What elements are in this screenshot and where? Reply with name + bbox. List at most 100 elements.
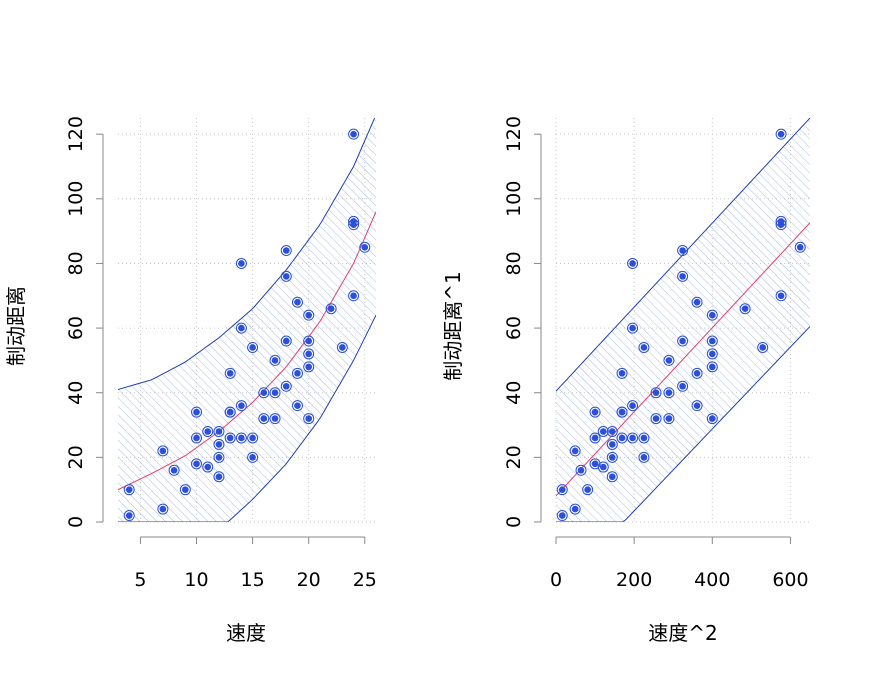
data-point bbox=[224, 406, 236, 418]
band-upper-line-left bbox=[118, 118, 376, 390]
data-point bbox=[191, 406, 203, 418]
data-point bbox=[677, 270, 689, 282]
band-lower-line-right bbox=[556, 326, 810, 522]
y-axis-title-right: 制动距离^1 bbox=[441, 271, 465, 380]
data-point bbox=[303, 348, 315, 360]
x-tick-label: 15 bbox=[241, 569, 265, 591]
x-tick-label: 400 bbox=[694, 569, 730, 591]
data-point bbox=[348, 290, 360, 302]
data-point bbox=[280, 270, 292, 282]
data-point bbox=[280, 245, 292, 257]
x-tick-label: 10 bbox=[184, 569, 208, 591]
data-point bbox=[606, 471, 618, 483]
data-point bbox=[235, 257, 247, 269]
y-tick-label: 100 bbox=[503, 181, 525, 217]
y-tick-label: 120 bbox=[503, 116, 525, 152]
data-point bbox=[556, 510, 568, 522]
data-point bbox=[168, 464, 180, 476]
data-point bbox=[348, 128, 360, 140]
data-point bbox=[706, 361, 718, 373]
x-axis-right: 0 200 400 600 bbox=[550, 536, 809, 591]
data-point bbox=[597, 426, 609, 438]
data-point bbox=[691, 296, 703, 308]
y-tick-label: 0 bbox=[65, 516, 87, 528]
y-axis-title-left: 制动距离 bbox=[4, 286, 28, 366]
data-point bbox=[359, 241, 371, 253]
data-point bbox=[606, 426, 618, 438]
data-point bbox=[569, 503, 581, 515]
panel-left: 5 10 15 20 25 0 20 40 60 80 100 120 速度 制动距离 bbox=[4, 116, 377, 645]
data-point bbox=[739, 303, 751, 315]
x-axis-title-right: 速度^2 bbox=[648, 621, 717, 645]
data-point bbox=[589, 406, 601, 418]
data-point bbox=[224, 432, 236, 444]
data-point bbox=[775, 290, 787, 302]
data-point bbox=[589, 432, 601, 444]
x-tick-label: 0 bbox=[550, 569, 562, 591]
data-point bbox=[650, 387, 662, 399]
band-lower-line-left bbox=[118, 314, 376, 522]
data-point bbox=[706, 309, 718, 321]
fit-line-right bbox=[556, 222, 810, 497]
data-point bbox=[775, 215, 787, 227]
data-point bbox=[123, 484, 135, 496]
data-point bbox=[794, 241, 806, 253]
y-tick-label: 120 bbox=[65, 116, 87, 152]
x-tick-label: 600 bbox=[772, 569, 808, 591]
data-point bbox=[213, 426, 225, 438]
fit-line-left bbox=[118, 211, 376, 491]
y-tick-label: 80 bbox=[503, 251, 525, 275]
y-tick-label: 60 bbox=[503, 316, 525, 340]
data-point bbox=[235, 322, 247, 334]
data-point bbox=[123, 510, 135, 522]
y-tick-label: 40 bbox=[503, 381, 525, 405]
x-axis-left: 5 10 15 20 25 bbox=[134, 536, 377, 591]
data-point bbox=[258, 387, 270, 399]
data-point bbox=[775, 128, 787, 140]
points-right bbox=[556, 128, 806, 522]
data-point bbox=[638, 341, 650, 353]
data-point bbox=[582, 484, 594, 496]
data-point bbox=[597, 461, 609, 473]
data-point bbox=[247, 451, 259, 463]
prediction-band-left bbox=[118, 118, 376, 522]
data-point bbox=[224, 367, 236, 379]
data-point bbox=[663, 413, 675, 425]
data-point bbox=[627, 400, 639, 412]
data-point bbox=[691, 400, 703, 412]
x-tick-label: 25 bbox=[353, 569, 377, 591]
data-point bbox=[280, 335, 292, 347]
data-point bbox=[336, 341, 348, 353]
data-point bbox=[269, 354, 281, 366]
data-point bbox=[157, 503, 169, 515]
data-point bbox=[663, 387, 675, 399]
data-point bbox=[258, 413, 270, 425]
data-point bbox=[616, 367, 628, 379]
data-point bbox=[280, 380, 292, 392]
data-point bbox=[575, 464, 587, 476]
data-point bbox=[191, 432, 203, 444]
data-point bbox=[616, 406, 628, 418]
y-axis-right: 0 20 40 60 80 100 120 bbox=[503, 116, 542, 528]
data-point bbox=[606, 451, 618, 463]
points-left bbox=[123, 128, 371, 522]
data-point bbox=[202, 426, 214, 438]
y-tick-label: 40 bbox=[65, 381, 87, 405]
data-point bbox=[606, 438, 618, 450]
data-point bbox=[627, 322, 639, 334]
panel-right: 0 200 400 600 0 20 40 60 80 100 120 速度^2 制动距离^1 bbox=[441, 116, 810, 645]
data-point bbox=[638, 451, 650, 463]
x-tick-label: 200 bbox=[616, 569, 652, 591]
y-tick-label: 20 bbox=[503, 445, 525, 469]
data-point bbox=[616, 432, 628, 444]
data-point bbox=[179, 484, 191, 496]
data-point bbox=[291, 296, 303, 308]
y-axis-left: 0 20 40 60 80 100 120 bbox=[65, 116, 104, 528]
y-tick-label: 80 bbox=[65, 251, 87, 275]
data-point bbox=[663, 354, 675, 366]
data-point bbox=[269, 387, 281, 399]
data-point bbox=[706, 335, 718, 347]
data-point bbox=[706, 348, 718, 360]
